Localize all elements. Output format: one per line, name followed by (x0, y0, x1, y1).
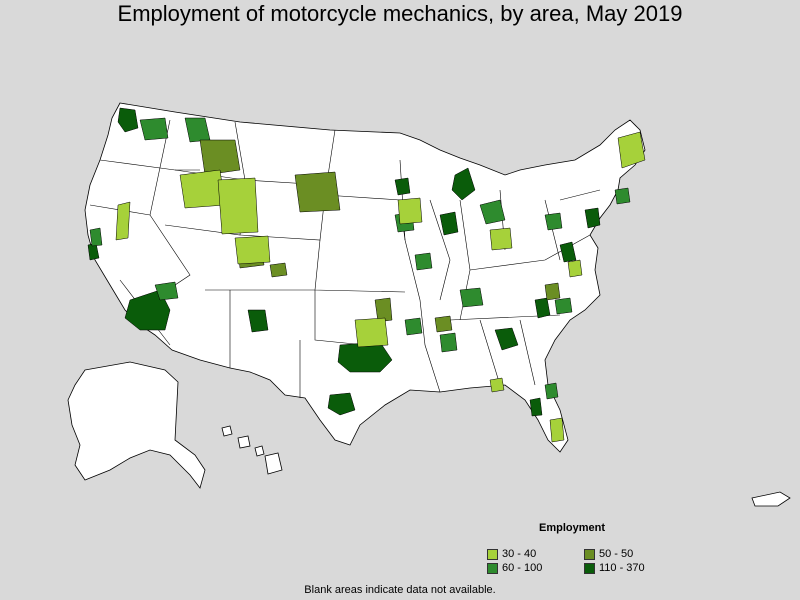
area-houston (327, 392, 356, 416)
footnote: Blank areas indicate data not available. (304, 584, 496, 596)
area-tampa (529, 397, 543, 417)
area-colorado (234, 235, 271, 265)
area-chicago (439, 211, 459, 236)
area-charlotte (554, 297, 573, 315)
area-shading (87, 107, 646, 443)
area-oklahoma (354, 317, 389, 348)
area-indianapolis (479, 199, 506, 225)
area-ohio (489, 227, 513, 251)
area-pittsburgh (544, 212, 563, 231)
area-sacramento (89, 227, 103, 247)
area-dc (559, 241, 577, 263)
legend-label: 60 - 100 (502, 562, 543, 574)
area-atlanta (494, 327, 519, 351)
area-st-louis (414, 252, 433, 271)
legend-swatch (487, 548, 498, 560)
legend-item-50-50: 50 - 50 (584, 548, 633, 560)
legend-swatch (584, 562, 595, 574)
area-idaho (179, 169, 226, 209)
area-virginia (544, 282, 561, 301)
area-nevada-strip (115, 201, 131, 241)
area-kansas (269, 262, 288, 278)
legend-title: Employment (538, 522, 605, 534)
legend-label: 30 - 40 (502, 548, 537, 560)
area-nashville (459, 287, 484, 308)
area-south-dakota (294, 171, 341, 213)
area-memphis (439, 332, 458, 353)
area-tucson (154, 281, 179, 301)
area-boston (614, 187, 631, 205)
legend-swatch (487, 562, 498, 574)
area-maine (617, 131, 646, 169)
legend-item-30-40: 30 - 40 (487, 548, 536, 560)
area-detroit (451, 167, 476, 201)
area-seattle (117, 107, 139, 133)
area-sw-florida (549, 417, 565, 443)
area-nyc (584, 207, 601, 229)
area-portland (139, 117, 169, 141)
legend-item-60-100: 60 - 100 (487, 562, 542, 574)
legend-label: 110 - 370 (599, 562, 645, 574)
legend: Employment 30 - 40 50 - 50 60 - 100 110 … (487, 520, 677, 580)
area-arkansas (374, 297, 393, 323)
hawaii-land (221, 425, 283, 475)
alaska-land (67, 361, 206, 489)
puerto-rico-land (751, 491, 791, 507)
legend-swatch (584, 548, 595, 560)
area-columbus (534, 297, 551, 319)
area-mississippi (489, 377, 505, 393)
map-title: Employment of motorcycle mechanics, by a… (117, 1, 683, 26)
area-albuquerque (247, 309, 269, 333)
area-milwaukee (394, 177, 411, 196)
area-montana-nonmetro (199, 139, 241, 176)
legend-label: 50 - 50 (599, 548, 634, 560)
area-orlando (544, 382, 559, 400)
area-tulsa (404, 317, 423, 336)
area-iowa (397, 197, 423, 225)
area-missouri (434, 315, 453, 333)
area-west-virginia (567, 259, 583, 278)
area-wyoming (217, 177, 259, 235)
legend-item-110-370: 110 - 370 (584, 562, 645, 574)
